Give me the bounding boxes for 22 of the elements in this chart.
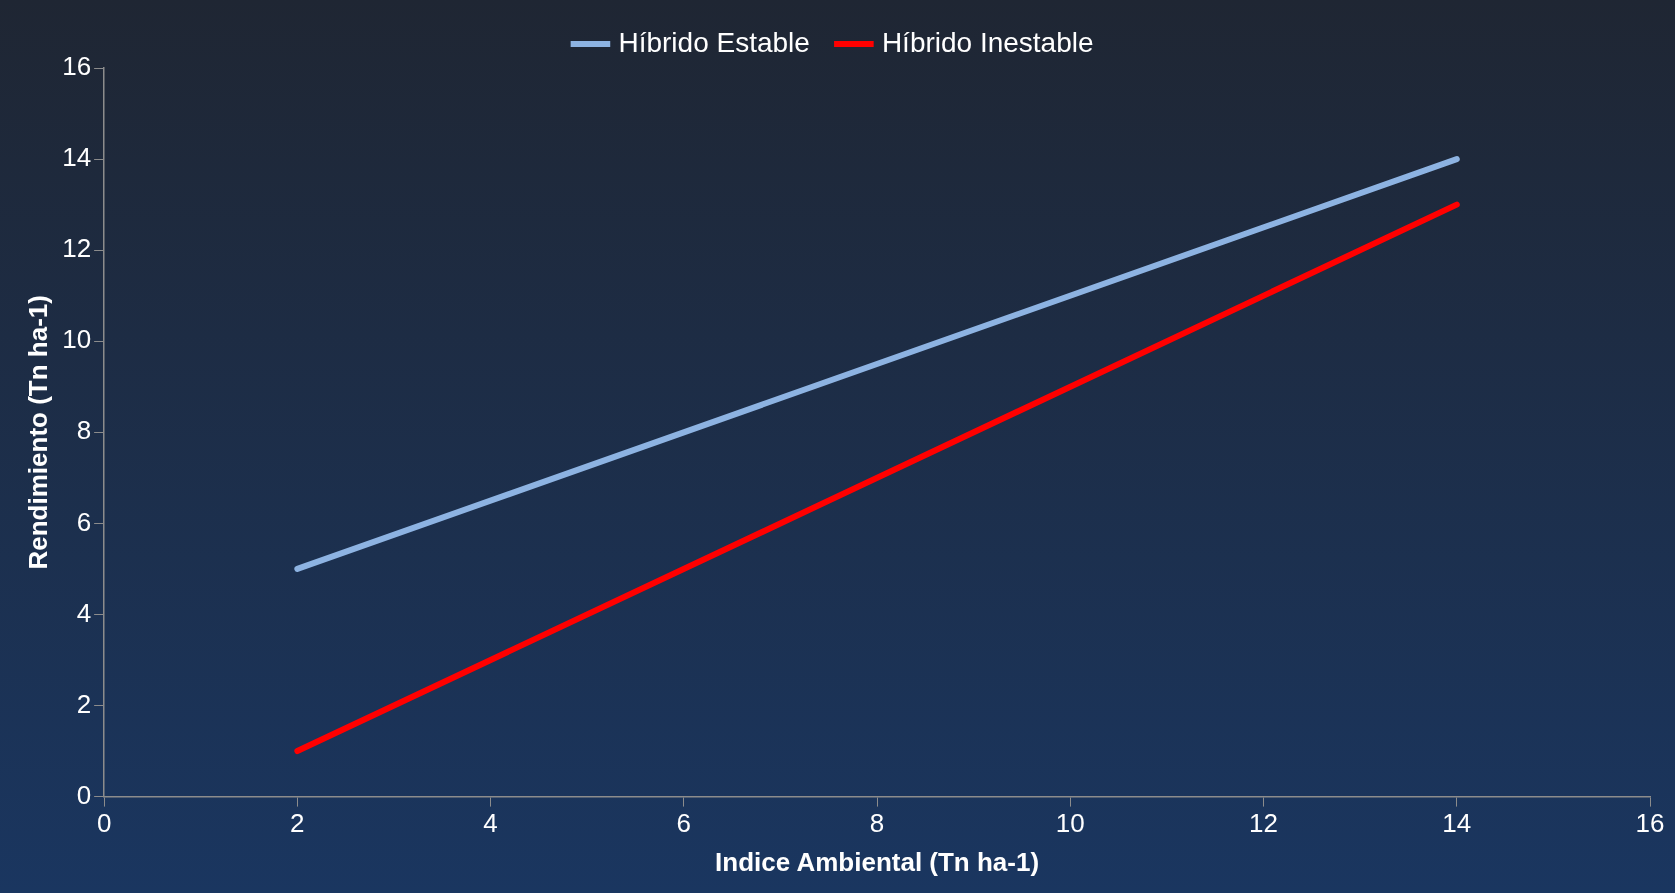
legend-label: Híbrido Estable (618, 26, 810, 58)
x-tick-label: 6 (676, 808, 692, 839)
y-tick-label: 8 (76, 415, 92, 446)
y-tick-label: 4 (76, 597, 92, 628)
x-tick-label: 2 (290, 808, 305, 839)
x-axis-title: Indice Ambiental (Tn ha-1) (715, 846, 1040, 877)
x-tick-label: 16 (1635, 808, 1665, 839)
y-axis-title: Rendimiento (Tn ha-1) (22, 295, 53, 570)
y-tick-label: 10 (62, 324, 92, 355)
x-tick-label: 8 (869, 808, 885, 839)
x-tick-label: 10 (1055, 808, 1085, 839)
legend-label: Híbrido Inestable (881, 26, 1094, 58)
x-tick-label: 0 (96, 808, 112, 839)
y-tick-label: 2 (76, 688, 92, 719)
y-tick-label: 6 (76, 506, 92, 537)
y-tick-label: 16 (62, 51, 92, 82)
y-tick-label: 14 (62, 142, 92, 173)
y-tick-label: 0 (76, 779, 92, 810)
x-tick-label: 4 (483, 808, 498, 839)
y-tick-label: 12 (62, 233, 92, 264)
x-tick-label: 14 (1442, 808, 1472, 839)
x-tick-label: 12 (1249, 808, 1278, 839)
